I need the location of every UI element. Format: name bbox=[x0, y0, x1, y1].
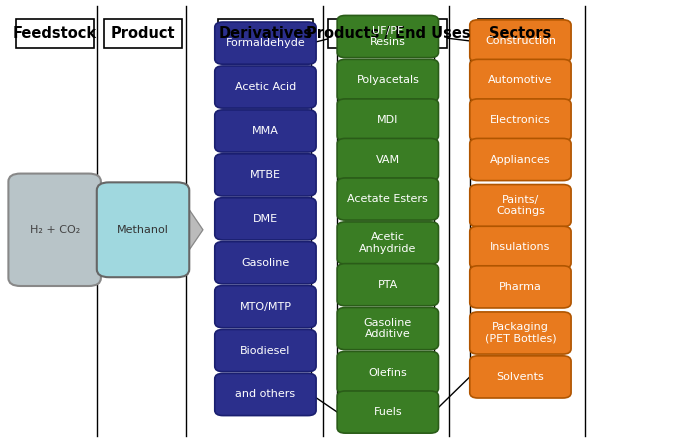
FancyBboxPatch shape bbox=[470, 266, 571, 308]
FancyBboxPatch shape bbox=[337, 391, 438, 433]
Text: Feedstock: Feedstock bbox=[12, 26, 97, 41]
Text: Paints/
Coatings: Paints/ Coatings bbox=[496, 195, 545, 217]
Text: UF/PF
Resins: UF/PF Resins bbox=[370, 26, 406, 47]
FancyBboxPatch shape bbox=[470, 312, 571, 354]
FancyBboxPatch shape bbox=[478, 19, 563, 47]
FancyBboxPatch shape bbox=[215, 242, 316, 284]
Text: DME: DME bbox=[253, 214, 278, 224]
Text: Products / End Uses: Products / End Uses bbox=[306, 26, 470, 41]
FancyBboxPatch shape bbox=[470, 59, 571, 102]
Text: Appliances: Appliances bbox=[490, 155, 551, 164]
FancyBboxPatch shape bbox=[470, 185, 571, 227]
Text: PTA: PTA bbox=[377, 280, 398, 290]
Text: Sectors: Sectors bbox=[489, 26, 551, 41]
Text: Packaging
(PET Bottles): Packaging (PET Bottles) bbox=[484, 322, 556, 344]
Text: MTO/MTP: MTO/MTP bbox=[240, 301, 291, 312]
FancyBboxPatch shape bbox=[470, 99, 571, 141]
Text: MMA: MMA bbox=[252, 126, 279, 136]
Text: Pharma: Pharma bbox=[499, 282, 542, 292]
Text: Product: Product bbox=[111, 26, 175, 41]
FancyBboxPatch shape bbox=[215, 66, 316, 108]
Text: VAM: VAM bbox=[376, 155, 400, 164]
Text: Construction: Construction bbox=[485, 36, 556, 46]
Text: Fuels: Fuels bbox=[373, 407, 402, 417]
Text: and others: and others bbox=[236, 389, 295, 400]
FancyBboxPatch shape bbox=[470, 20, 571, 62]
FancyBboxPatch shape bbox=[215, 286, 316, 328]
FancyBboxPatch shape bbox=[337, 59, 438, 102]
FancyBboxPatch shape bbox=[179, 220, 188, 240]
FancyBboxPatch shape bbox=[215, 198, 316, 240]
FancyBboxPatch shape bbox=[16, 19, 94, 47]
FancyBboxPatch shape bbox=[337, 138, 438, 181]
Text: Formaldehyde: Formaldehyde bbox=[225, 38, 306, 48]
Text: Olefins: Olefins bbox=[369, 368, 407, 377]
FancyBboxPatch shape bbox=[337, 308, 438, 350]
Polygon shape bbox=[188, 208, 203, 252]
Text: Methanol: Methanol bbox=[117, 225, 169, 235]
FancyBboxPatch shape bbox=[470, 138, 571, 181]
Text: MDI: MDI bbox=[377, 115, 399, 125]
Text: Solvents: Solvents bbox=[497, 372, 545, 382]
Text: Electronics: Electronics bbox=[490, 115, 551, 125]
Text: H₂ + CO₂: H₂ + CO₂ bbox=[29, 225, 79, 235]
FancyBboxPatch shape bbox=[8, 174, 101, 286]
FancyBboxPatch shape bbox=[328, 19, 447, 47]
FancyBboxPatch shape bbox=[337, 263, 438, 306]
Text: Acetic Acid: Acetic Acid bbox=[235, 82, 296, 92]
FancyBboxPatch shape bbox=[218, 19, 313, 47]
Text: Acetic
Anhydride: Acetic Anhydride bbox=[359, 232, 416, 254]
Text: Gasoline: Gasoline bbox=[241, 258, 290, 268]
FancyBboxPatch shape bbox=[104, 19, 182, 47]
FancyBboxPatch shape bbox=[215, 373, 316, 415]
FancyBboxPatch shape bbox=[215, 110, 316, 152]
FancyBboxPatch shape bbox=[337, 178, 438, 220]
Text: Acetate Esters: Acetate Esters bbox=[347, 194, 428, 204]
FancyBboxPatch shape bbox=[90, 220, 92, 240]
Polygon shape bbox=[92, 208, 107, 252]
Text: Insulations: Insulations bbox=[490, 242, 551, 252]
Text: Polyacetals: Polyacetals bbox=[356, 76, 419, 85]
FancyBboxPatch shape bbox=[337, 15, 438, 57]
FancyBboxPatch shape bbox=[470, 356, 571, 398]
FancyBboxPatch shape bbox=[215, 154, 316, 196]
Text: Gasoline
Additive: Gasoline Additive bbox=[364, 318, 412, 339]
FancyBboxPatch shape bbox=[470, 226, 571, 268]
FancyBboxPatch shape bbox=[337, 351, 438, 394]
FancyBboxPatch shape bbox=[215, 22, 316, 64]
FancyBboxPatch shape bbox=[97, 183, 189, 277]
Text: MTBE: MTBE bbox=[250, 170, 281, 180]
Text: Biodiesel: Biodiesel bbox=[240, 346, 290, 355]
Text: Automotive: Automotive bbox=[488, 76, 553, 85]
FancyBboxPatch shape bbox=[337, 222, 438, 264]
FancyBboxPatch shape bbox=[337, 99, 438, 141]
Text: Derivatives: Derivatives bbox=[219, 26, 312, 41]
FancyBboxPatch shape bbox=[215, 329, 316, 372]
